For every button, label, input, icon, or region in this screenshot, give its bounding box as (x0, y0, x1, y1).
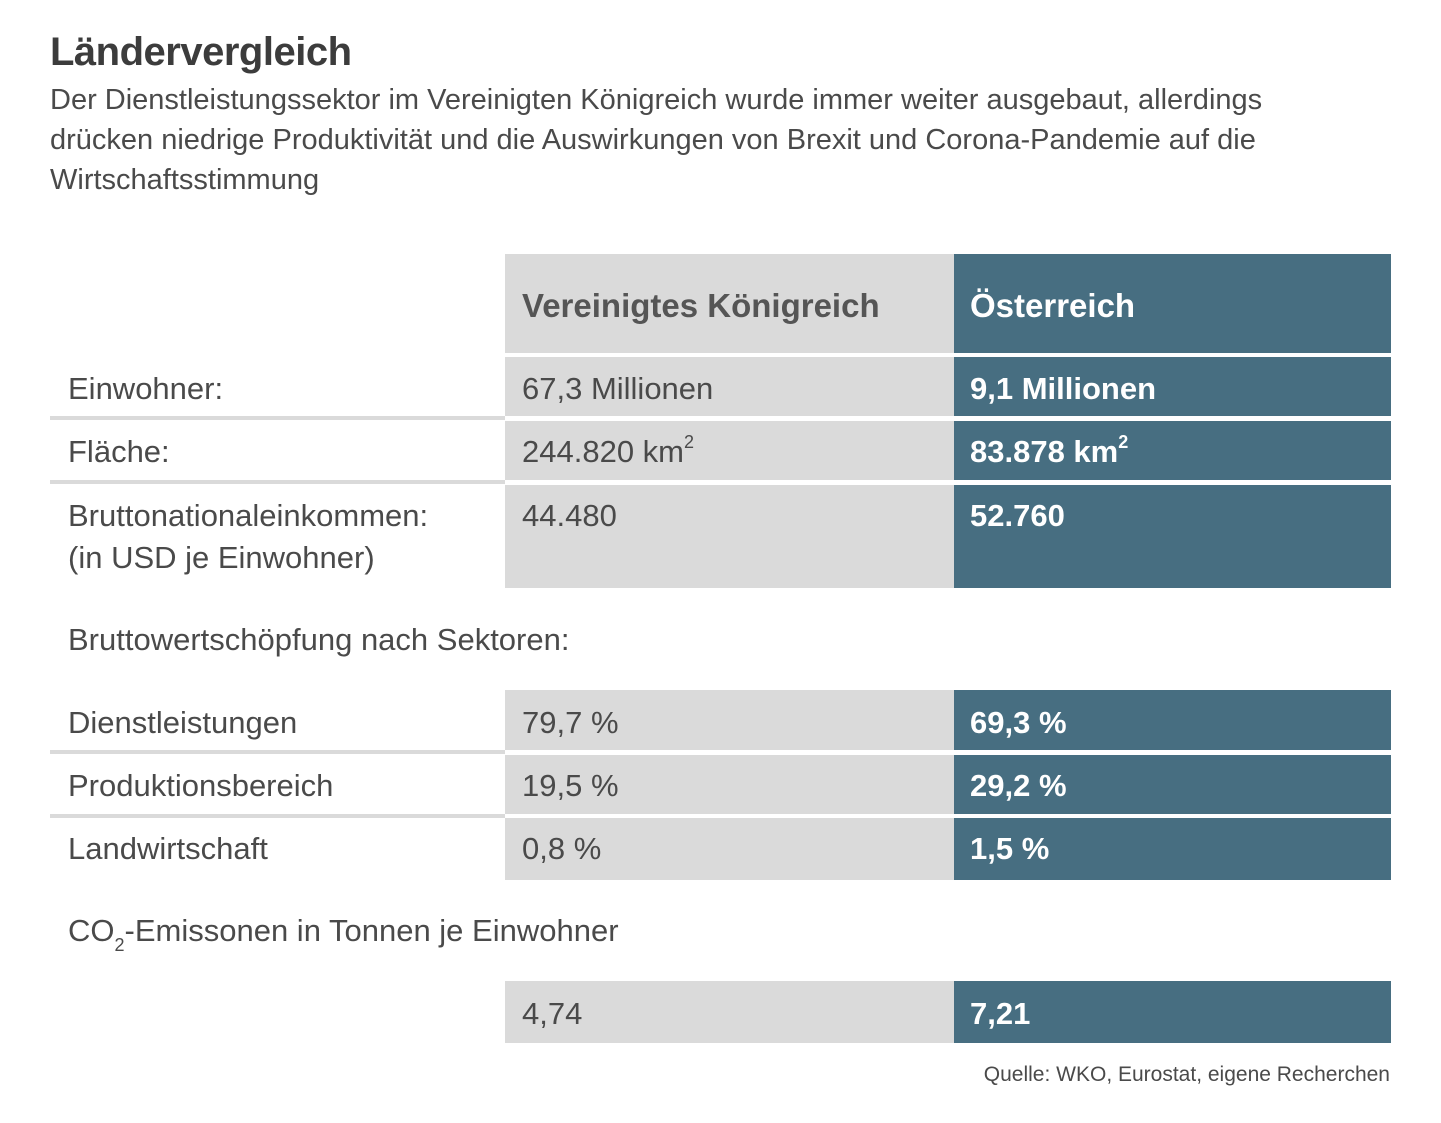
at-land-value: 1,5 % (970, 831, 1050, 866)
bne-label: Bruttonationaleinkommen: (68, 498, 429, 533)
uk-prod-value: 19,5 % (522, 768, 619, 803)
at-land-cell (954, 818, 1391, 880)
bne-label-unit: (in USD je Einwohner) (68, 540, 375, 575)
row-divider (50, 480, 505, 484)
uk-column-header: Vereinigtes Königreich (522, 287, 880, 324)
uk-header-cell (505, 254, 954, 353)
page-subtitle: Der Dienstleistungssektor im Vereinigten… (50, 84, 1263, 196)
row-divider (50, 416, 505, 420)
at-einwohner-value: 9,1 Millionen (970, 371, 1157, 406)
uk-flaeche-value: 244.820 km2 (522, 432, 695, 469)
sectors-heading: Bruttowertschöpfung nach Sektoren: (68, 622, 570, 657)
at-dienst-value: 69,3 % (970, 705, 1067, 740)
uk-co2-cell (505, 981, 954, 1043)
land-label: Landwirtschaft (68, 831, 268, 866)
at-dienst-cell (954, 690, 1391, 750)
at-einwohner-cell (954, 357, 1391, 416)
at-column-header: Österreich (970, 287, 1136, 324)
einwohner-label: Einwohner: (68, 371, 224, 406)
uk-bne-value: 44.480 (522, 498, 617, 533)
at-bne-cell (954, 485, 1391, 588)
uk-land-cell (505, 818, 954, 880)
at-header-cell (954, 254, 1391, 353)
uk-einwohner-value: 67,3 Millionen (522, 371, 714, 406)
at-flaeche-cell (954, 421, 1391, 480)
co2-heading: CO2-Emissonen in Tonnen je Einwohner (68, 913, 619, 955)
flaeche-label: Fläche: (68, 434, 170, 469)
at-co2-value: 7,21 (970, 996, 1031, 1031)
uk-einwohner-cell (505, 357, 954, 416)
uk-bne-cell (505, 485, 954, 588)
at-flaeche-value: 83.878 km2 (970, 432, 1129, 469)
uk-prod-cell (505, 755, 954, 814)
dienst-label: Dienstleistungen (68, 705, 298, 740)
at-co2-cell (954, 981, 1391, 1043)
row-divider (50, 750, 505, 754)
at-bne-value: 52.760 (970, 498, 1065, 533)
uk-dienst-cell (505, 690, 954, 750)
uk-dienst-value: 79,7 % (522, 705, 619, 740)
source-note: Quelle: WKO, Eurostat, eigene Recherchen (983, 1063, 1390, 1086)
uk-land-value: 0,8 % (522, 831, 602, 866)
uk-flaeche-cell (505, 421, 954, 480)
at-prod-cell (954, 755, 1391, 814)
at-prod-value: 29,2 % (970, 768, 1067, 803)
prod-label: Produktionsbereich (68, 768, 334, 803)
row-divider (50, 814, 505, 818)
uk-co2-value: 4,74 (522, 996, 583, 1031)
page-title: Ländervergleich (50, 30, 352, 74)
